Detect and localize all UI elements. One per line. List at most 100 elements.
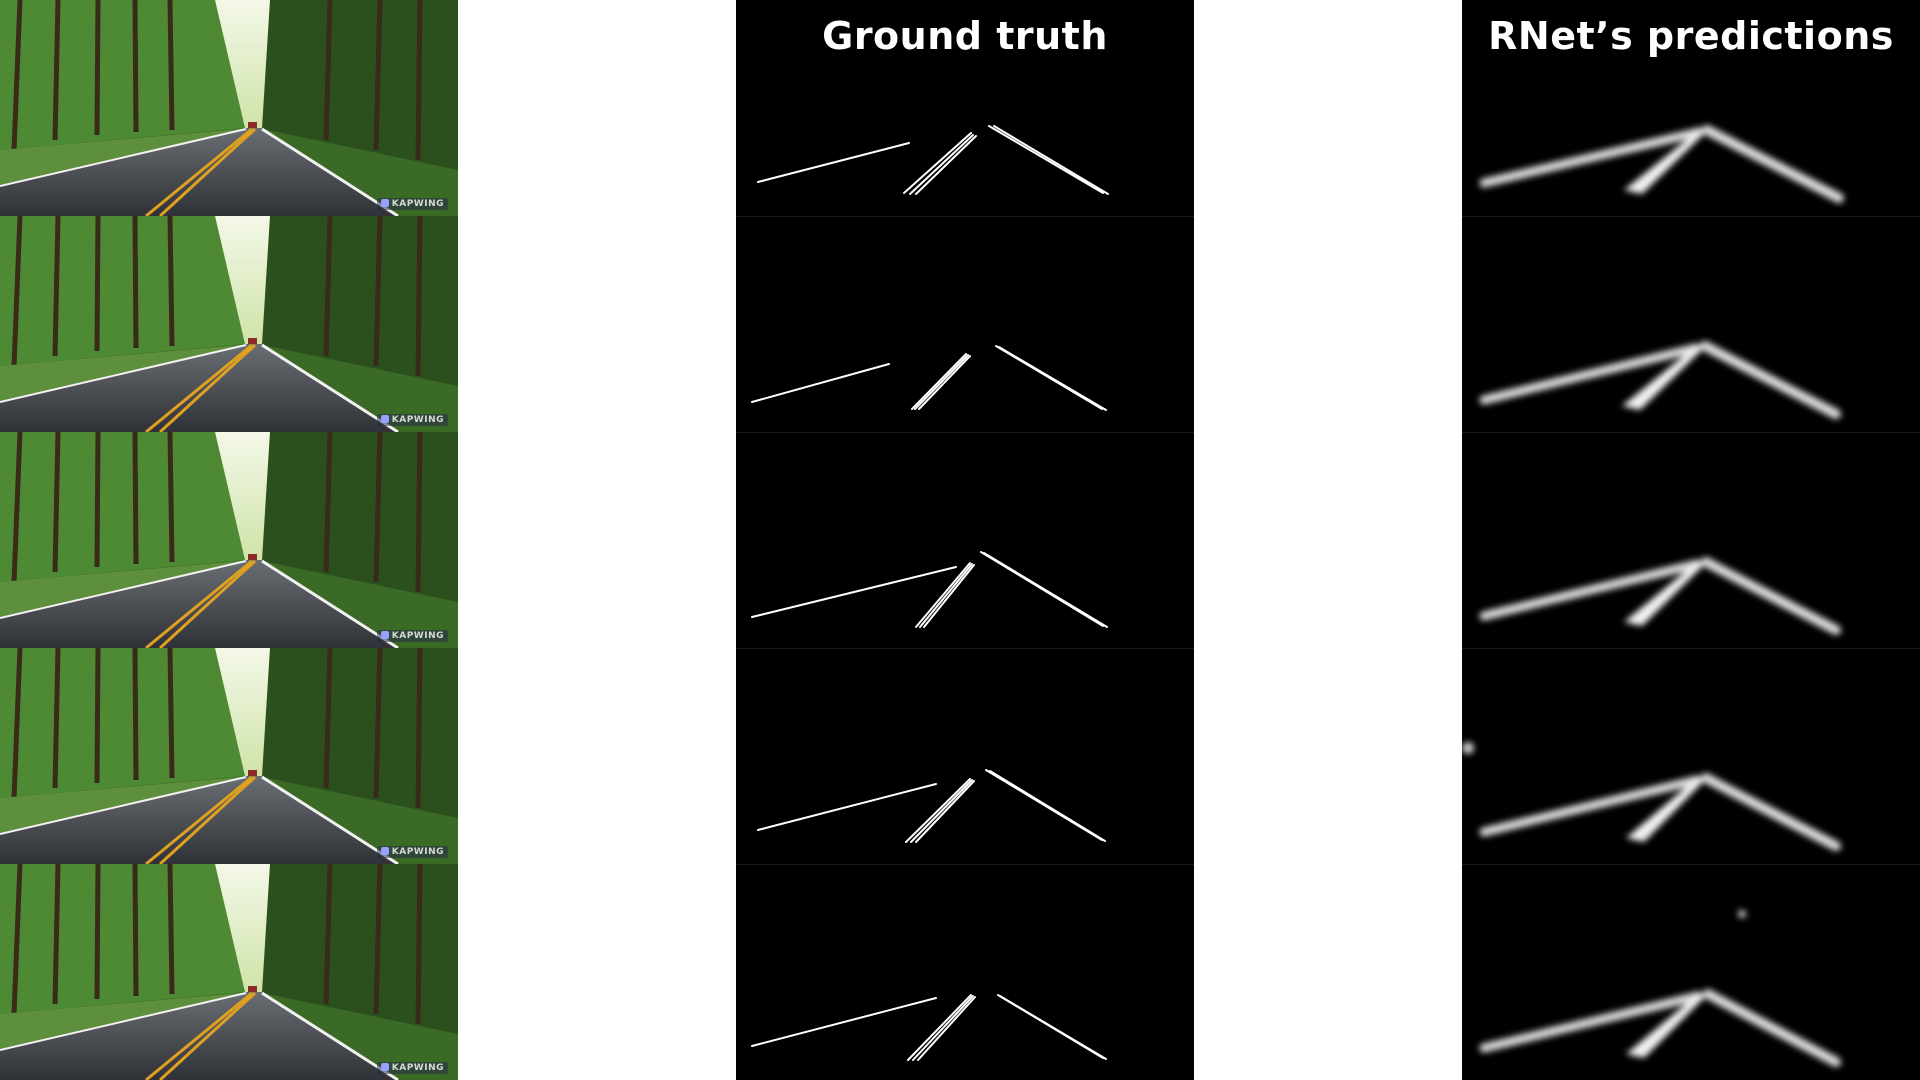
pred-center-lane [1622,346,1706,410]
center-line-left [145,127,253,216]
frame-separator [736,432,1194,433]
pred-center-lane [1624,130,1708,194]
kapwing-logo-icon [380,1063,389,1071]
pred-center-lane [1624,562,1707,626]
right-verge [258,344,458,432]
predictions-column: RNet’s predictions [1462,0,1920,1080]
right-edge-line [261,559,399,648]
center-line-right [158,775,257,864]
tree-trunks [11,216,423,377]
road-frame: KAPWING [0,864,458,1080]
center-line-left [145,775,253,864]
pred-center-lane [1626,994,1708,1058]
watermark-label: KAPWING [391,1063,444,1073]
prediction-frame [1462,0,1920,216]
ground-truth-mask [751,994,1107,1061]
watermark-label: KAPWING [391,199,444,209]
left-foliage [0,864,245,1014]
ground-truth-mask [751,345,1107,411]
tree-trunks [11,432,423,593]
prediction-frame [1462,432,1920,648]
pred-left-lane [1479,559,1702,621]
gt-left-lane [757,783,937,831]
watermark-label: KAPWING [391,847,444,857]
ground-truth-frame [736,0,1194,216]
prediction-frame [1462,216,1920,432]
road-scene [0,0,458,216]
frame-separator [736,216,1194,217]
road-frame: KAPWING [0,432,458,648]
watermark-label: KAPWING [391,631,444,641]
distant-car [248,554,257,560]
prediction-frame [1462,648,1920,864]
gt-center-lanes [905,778,975,843]
kapwing-logo-icon [380,199,389,207]
center-line-right [158,991,257,1080]
distant-car [248,986,257,992]
pred-right-lane [1700,341,1841,419]
road-frame: KAPWING [0,648,458,864]
right-verge [258,560,458,648]
road-frame: KAPWING [0,216,458,432]
right-verge [258,992,458,1080]
distant-car [248,338,257,344]
pred-left-lane [1479,775,1702,837]
prediction-mask [1479,341,1841,419]
tree-trunks [11,864,423,1025]
prediction-mask [1479,910,1841,1067]
ground-truth-mask [757,769,1106,843]
gt-left-lane [751,566,957,618]
left-edge-line [0,776,247,835]
right-edge-line [261,991,399,1080]
road-scene [0,864,458,1080]
prediction-frame [1462,864,1920,1080]
distant-car [248,122,257,128]
left-edge-line [0,992,247,1051]
watermark-badge: KAPWING [376,630,448,642]
gt-right-lanes [985,769,1106,842]
dashcam-frames-column: KAPWING [0,0,458,1080]
right-edge-line [261,775,399,864]
frame-separator [1462,216,1920,217]
center-line-right [158,127,257,216]
gt-center-lanes [903,132,977,195]
pred-right-lane [1701,773,1841,851]
left-foliage [0,648,245,798]
gt-right-lanes [980,551,1108,628]
pred-left-lane [1479,991,1703,1053]
ground-truth-mask [751,551,1108,628]
ground-truth-mask [757,125,1109,195]
road-frame: KAPWING [0,0,458,216]
kapwing-logo-icon [380,415,389,423]
ground-truth-frame [736,864,1194,1080]
gt-center-lanes [915,562,975,628]
left-edge-line [0,344,247,403]
watermark-badge: KAPWING [376,846,448,858]
pred-right-lane [1701,557,1841,635]
gt-right-lanes [997,994,1107,1060]
frame-separator [1462,648,1920,649]
gt-left-lane [751,997,937,1047]
predictions-title: RNet’s predictions [1488,14,1894,58]
center-line-left [145,343,253,432]
left-edge-line [0,560,247,619]
pred-noise-blob [1738,910,1746,918]
frame-separator [736,864,1194,865]
gt-center-lanes [907,994,976,1061]
road-scene [0,648,458,864]
ground-truth-title: Ground truth [822,14,1108,58]
ground-truth-frame [736,432,1194,648]
gt-left-lane [751,363,890,403]
right-edge-line [261,343,399,432]
center-line-right [158,343,257,432]
road-scene [0,216,458,432]
pred-right-lane [1703,989,1841,1067]
gt-right-lanes [988,125,1109,195]
center-line-left [145,991,253,1080]
right-verge [258,128,458,216]
kapwing-logo-icon [380,847,389,855]
left-foliage [0,0,245,150]
gt-left-lane [757,142,910,183]
pred-left-lane [1479,343,1701,405]
prediction-mask [1462,742,1841,851]
